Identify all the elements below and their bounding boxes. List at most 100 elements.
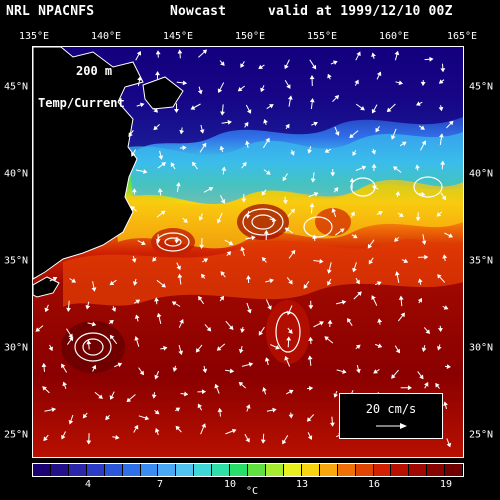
current-vector-head: [350, 211, 355, 217]
current-vector-head: [220, 271, 226, 276]
current-vector-head: [237, 87, 243, 92]
current-vector-head: [247, 109, 252, 114]
current-vector-head: [399, 212, 404, 217]
current-vector-head: [141, 240, 146, 245]
current-vector-head: [68, 336, 74, 342]
current-vector-head: [312, 234, 318, 239]
current-vector-head: [373, 369, 378, 374]
current-vector-head: [309, 75, 315, 80]
current-vector-head: [439, 133, 444, 138]
lat-label: 30°N: [4, 342, 29, 354]
current-vector-head: [352, 151, 357, 157]
lat-label: 45°N: [4, 81, 29, 93]
current-vector-head: [68, 419, 74, 425]
current-vector-head: [109, 395, 115, 400]
map-canvas: [33, 47, 463, 457]
current-vector-head: [126, 397, 132, 403]
current-vector-head: [282, 439, 287, 445]
current-vector-head: [197, 89, 203, 95]
colorbar-swatch: [355, 464, 374, 476]
current-vector-head: [176, 265, 181, 271]
current-vector-head: [264, 357, 270, 362]
current-vector-head: [354, 79, 359, 85]
current-vector-head: [139, 102, 145, 108]
model-title: NRL NPACNFS: [6, 4, 95, 19]
current-vector-head: [260, 87, 265, 93]
colorbar-swatch: [140, 464, 159, 476]
current-vector-head: [156, 312, 162, 318]
current-vector-head: [214, 383, 220, 389]
current-vector-head: [182, 80, 188, 86]
current-vector-head: [355, 344, 361, 349]
current-vector-head: [355, 279, 360, 285]
current-vector-head: [48, 346, 53, 352]
current-vector-head: [217, 88, 223, 94]
warm-eddy: [315, 208, 351, 236]
current-vector-head: [372, 185, 377, 190]
current-vector-head: [327, 73, 332, 79]
current-vector-head: [286, 336, 292, 341]
colorbar-swatch: [212, 464, 231, 476]
current-vector-head: [261, 256, 267, 262]
current-vector-head: [134, 314, 140, 320]
current-vector-head: [154, 409, 160, 415]
current-vector-head: [175, 182, 181, 187]
current-vector-head: [154, 427, 160, 433]
current-vector-head: [376, 281, 382, 286]
warm-eddy: [237, 204, 289, 240]
colorbar-swatch: [248, 464, 266, 476]
current-vector-head: [263, 119, 268, 124]
lat-label: 25°N: [4, 429, 29, 441]
current-vector-head: [160, 210, 166, 216]
current-vector-head: [179, 318, 184, 324]
current-vector-head: [41, 362, 47, 368]
current-vector-head: [240, 328, 245, 333]
current-vector-head: [241, 198, 247, 203]
current-vector-head: [436, 212, 442, 217]
current-vector-head: [420, 191, 426, 197]
current-vector-head: [171, 301, 177, 306]
current-vector-head: [327, 280, 332, 286]
lon-label: 160°E: [378, 31, 410, 42]
current-vector-head: [240, 63, 245, 68]
vector-scale-legend: 20 cm/s: [339, 393, 443, 439]
current-vector-head: [403, 258, 409, 263]
current-vector-head: [437, 346, 442, 351]
current-vector-head: [202, 368, 208, 374]
current-vector-head: [306, 417, 312, 422]
current-vector-head: [128, 132, 133, 137]
product-title: Nowcast: [170, 4, 227, 19]
current-vector-head: [308, 305, 314, 310]
current-vector-head: [175, 425, 181, 431]
current-vector-head: [391, 374, 396, 379]
current-vector-head: [342, 369, 347, 374]
lat-label: 25°N: [469, 429, 494, 441]
current-vector-head: [258, 64, 264, 70]
current-vector-head: [424, 382, 429, 387]
current-vector-head: [227, 119, 232, 125]
colorbar-swatch: [230, 464, 249, 476]
lon-label: 140°E: [90, 31, 122, 42]
current-vector-head: [446, 442, 452, 448]
current-vector-head: [309, 98, 315, 103]
current-vector-head: [246, 308, 252, 314]
lon-label: 135°E: [18, 31, 50, 42]
lon-label: 145°E: [162, 31, 194, 42]
current-vector-head: [420, 81, 426, 87]
current-vector-head: [221, 166, 227, 171]
current-vector-head: [268, 104, 274, 109]
current-vector-head: [360, 105, 365, 111]
current-vector-head: [334, 131, 340, 136]
current-vector-head: [352, 233, 358, 239]
current-vector-head: [420, 125, 425, 130]
current-vector-head: [198, 295, 203, 301]
current-vector-head: [228, 325, 234, 331]
colorbar-swatch: [409, 464, 428, 476]
colorbar-swatch: [86, 464, 105, 476]
colorbar-tick: 7: [156, 479, 164, 490]
lat-label: 45°N: [469, 81, 494, 93]
current-vector-head: [155, 71, 160, 76]
current-vector-head: [111, 307, 117, 312]
current-vector-head: [442, 254, 448, 259]
current-vector-head: [153, 125, 158, 131]
